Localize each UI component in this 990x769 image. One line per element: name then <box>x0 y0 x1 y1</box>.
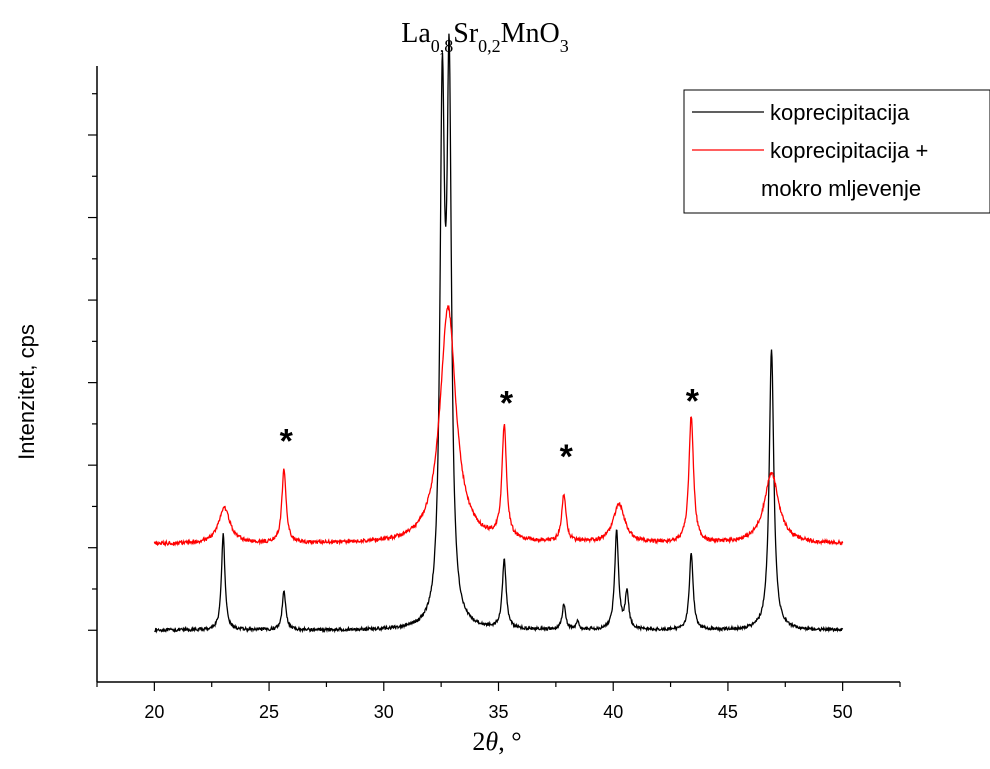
title-part: Sr <box>453 18 479 49</box>
legend-label: koprecipitacija + <box>770 138 928 163</box>
peak-annotation-star: * <box>686 382 700 420</box>
x-tick-label: 20 <box>144 702 164 722</box>
legend: koprecipitacija koprecipitacija + mokro ml… <box>683 89 990 214</box>
series-group <box>153 33 844 634</box>
title-part: La <box>401 18 431 49</box>
x-tick-label: 45 <box>718 702 738 722</box>
title-part: 3 <box>560 36 569 56</box>
x-axis-label: 2θ, ° <box>472 727 521 756</box>
x-label-unit: , ° <box>498 727 521 756</box>
legend-box <box>683 89 990 214</box>
annotations-group: * * * * <box>280 382 700 475</box>
series-line-1 <box>154 33 844 634</box>
series-line-2 <box>153 305 844 548</box>
x-label-part: 2 <box>472 727 485 756</box>
x-tick-label: 50 <box>833 702 853 722</box>
x-tick-label: 35 <box>488 702 508 722</box>
x-tick-label: 25 <box>259 702 279 722</box>
y-ticks <box>88 93 97 631</box>
chart-title: La0,8Sr0,2MnO3 <box>401 18 569 56</box>
legend-label: koprecipitacija <box>770 100 910 125</box>
title-part: 0,8 <box>431 36 454 56</box>
x-ticks <box>96 682 901 691</box>
peak-annotation-star: * <box>560 438 574 476</box>
y-axis-label: Intenzitet, cps <box>14 324 39 460</box>
peak-annotation-star: * <box>280 423 294 461</box>
x-tick-label: 30 <box>374 702 394 722</box>
x-tick-labels: 20 25 30 35 40 45 50 <box>144 702 852 722</box>
x-tick-label: 40 <box>603 702 623 722</box>
legend-items: koprecipitacija koprecipitacija + mokro ml… <box>692 100 928 201</box>
title-part: 0,2 <box>478 36 501 56</box>
x-label-theta: θ <box>485 727 498 756</box>
title-part: MnO <box>501 18 560 49</box>
peak-annotation-star: * <box>500 384 514 422</box>
legend-label: mokro mljevenje <box>761 176 921 201</box>
